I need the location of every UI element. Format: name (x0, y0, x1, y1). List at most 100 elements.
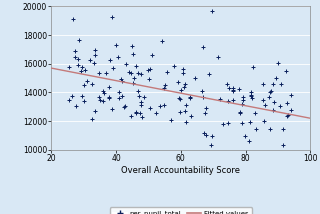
Point (107, 85, 112, 88)
Legend: per_pupil_total, Fitted values: per_pupil_total, Fitted values (110, 207, 252, 214)
Point (139, 72, 144, 75)
Point (262, 104, 268, 107)
Point (241, 96, 246, 99)
Point (224, 83, 229, 86)
Point (79, 94, 84, 97)
Point (201, 131, 206, 135)
Point (139, 103, 144, 107)
Point (138, 100, 143, 103)
Point (136, 94, 141, 98)
Point (237, 110, 243, 114)
Point (136, 89, 141, 92)
Point (72, 55, 77, 59)
Point (183, 110, 188, 113)
Point (97, 95, 102, 98)
Point (137, 111, 142, 114)
Point (100, 99, 105, 103)
Point (116, 90, 122, 94)
Point (146, 77, 151, 80)
Point (209, 144, 214, 147)
Point (179, 89, 184, 92)
Point (117, 96, 122, 100)
Point (206, 73, 211, 76)
Point (267, 127, 272, 130)
Point (133, 111, 138, 115)
Point (121, 105, 126, 108)
Point (141, 95, 147, 99)
Point (172, 64, 177, 68)
Point (209, 9, 214, 13)
Point (82, 68, 87, 71)
Point (162, 86, 167, 90)
Point (131, 76, 136, 80)
Point (230, 90, 236, 93)
Point (73, 104, 78, 107)
Point (71, 18, 76, 21)
Point (66, 66, 71, 69)
Point (276, 61, 281, 65)
Point (107, 96, 112, 100)
Point (85, 79, 90, 83)
Point (203, 112, 208, 115)
Point (209, 134, 214, 138)
Point (274, 77, 279, 80)
Point (162, 103, 167, 107)
Point (227, 86, 232, 89)
Point (201, 46, 206, 49)
Point (124, 62, 129, 65)
Point (199, 90, 204, 93)
Point (192, 77, 197, 80)
Point (76, 64, 81, 67)
Point (176, 80, 181, 84)
Point (248, 94, 253, 98)
Point (130, 45, 135, 48)
Point (178, 97, 183, 101)
Point (243, 134, 248, 138)
Point (67, 99, 72, 102)
Point (150, 54, 155, 57)
Point (92, 48, 98, 52)
Point (250, 97, 255, 100)
Point (248, 91, 253, 94)
Point (240, 98, 245, 102)
Point (184, 121, 189, 124)
Point (119, 80, 124, 83)
Point (261, 119, 267, 122)
Point (280, 143, 285, 147)
Point (177, 97, 182, 100)
Point (134, 110, 139, 114)
Point (120, 94, 125, 97)
Point (260, 98, 265, 101)
Point (181, 85, 187, 89)
Point (230, 98, 235, 101)
Point (91, 62, 96, 65)
Point (113, 43, 118, 47)
Point (159, 39, 164, 43)
Point (78, 70, 83, 73)
Point (90, 82, 95, 85)
Point (204, 133, 209, 137)
Point (177, 110, 182, 113)
Point (254, 127, 259, 131)
Point (268, 89, 273, 92)
Point (129, 71, 134, 74)
X-axis label: Overall Accountability Score: Overall Accountability Score (121, 166, 240, 175)
Point (237, 112, 243, 115)
Point (231, 88, 236, 92)
Point (131, 52, 136, 56)
Point (187, 96, 192, 99)
Point (107, 58, 112, 62)
Point (188, 95, 193, 98)
Point (248, 93, 253, 97)
Point (253, 111, 258, 114)
Point (82, 83, 87, 86)
Point (146, 69, 151, 72)
Point (266, 95, 271, 99)
Point (73, 49, 78, 52)
Point (225, 99, 230, 103)
Point (131, 81, 136, 85)
Point (165, 71, 170, 74)
Point (284, 69, 289, 73)
Point (69, 95, 75, 98)
Point (200, 95, 205, 99)
